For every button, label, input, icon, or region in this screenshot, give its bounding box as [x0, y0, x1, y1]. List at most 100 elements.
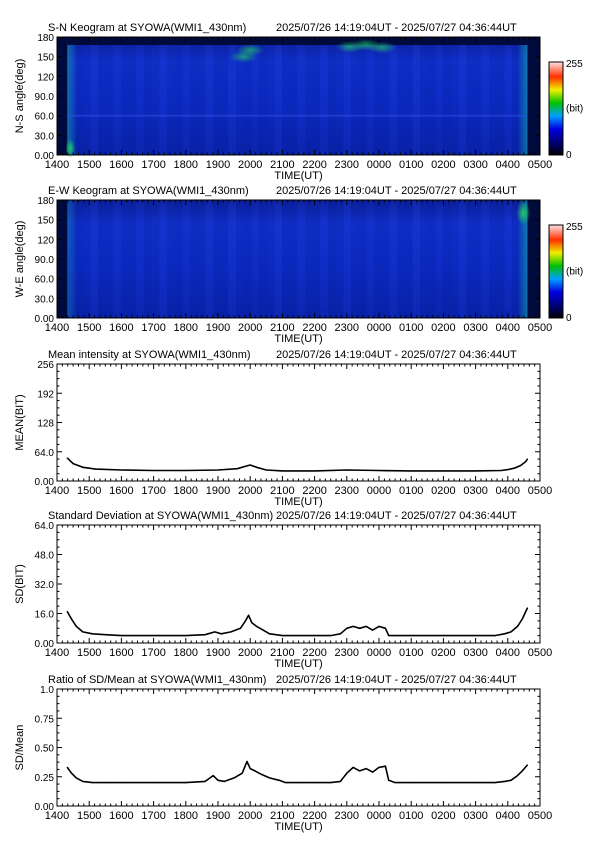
y-tick-label: 30.0 [35, 131, 55, 142]
panel-time-range: 2025/07/26 14:19:04UT - 2025/07/27 04:36… [276, 185, 517, 197]
keogram-texture [205, 37, 214, 155]
keogram-texture [512, 37, 520, 155]
x-tick-label: 0000 [367, 647, 391, 659]
data-point [268, 633, 271, 635]
keogram-texture [82, 200, 91, 318]
y-tick-label: 64.0 [35, 448, 55, 459]
data-point [246, 465, 248, 467]
data-point [297, 782, 300, 784]
x-tick-label: 0200 [431, 810, 455, 822]
x-tick-label: 0500 [528, 647, 552, 659]
colorbar-unit-label: (bit) [566, 267, 583, 278]
y-tick-label: 128 [37, 419, 54, 430]
keogram-texture [251, 37, 260, 155]
x-tick-label: 2200 [302, 647, 326, 659]
plot-frame [56, 688, 541, 807]
keogram-texture [312, 200, 321, 318]
data-point [500, 469, 502, 472]
y-tick-label: 150 [37, 216, 54, 227]
x-axis-label: TIME(UT) [274, 821, 322, 833]
x-tick-label: 0400 [496, 322, 520, 334]
keogram-texture [443, 200, 451, 318]
keogram-texture [105, 200, 114, 318]
keogram-texture [266, 37, 275, 155]
x-tick-label: 1500 [77, 159, 101, 171]
data-point [236, 468, 238, 470]
data-point [510, 779, 512, 781]
data-point [75, 777, 77, 779]
data-point [352, 766, 354, 768]
keogram-texture [228, 37, 237, 155]
y-tick-label: 0.00 [35, 151, 55, 162]
data-point [260, 773, 263, 776]
data-point [330, 782, 332, 784]
keogram-texture [259, 37, 267, 155]
panel-title: S-N Keogram at SYOWA(WMI1_430nm) [48, 22, 246, 34]
data-point [249, 464, 251, 466]
data-point [524, 461, 527, 463]
keogram-texture [305, 200, 313, 318]
x-tick-label: 1500 [77, 647, 101, 659]
data-point [516, 774, 519, 777]
data-point [233, 777, 235, 779]
x-tick-label: 0300 [463, 810, 487, 822]
x-axis-label: TIME(UT) [274, 658, 322, 670]
x-tick-label: 2300 [335, 810, 359, 822]
y-tick-label: 32.0 [35, 580, 55, 591]
data-point [75, 625, 77, 628]
x-tick-label: 1600 [109, 647, 133, 659]
data-point [384, 765, 387, 767]
data-point [475, 782, 477, 784]
x-tick-label: 2200 [302, 322, 326, 334]
y-tick-label: 180 [37, 196, 54, 207]
data-point [104, 782, 106, 784]
keogram-texture [159, 200, 168, 318]
y-tick-label: 120 [37, 72, 54, 83]
x-tick-label: 1600 [109, 485, 133, 497]
data-point [239, 627, 242, 629]
data-point [104, 634, 106, 636]
data-point [120, 782, 122, 784]
x-tick-label: 2200 [302, 159, 326, 171]
keogram-texture [389, 37, 398, 155]
y-tick-label: 150 [37, 53, 54, 64]
data-point [82, 466, 84, 468]
colorbar-scale [548, 61, 564, 156]
data-point [365, 767, 367, 770]
y-tick-label: 0.00 [35, 802, 55, 813]
keogram-texture [90, 200, 98, 318]
colorbar: 255 (bit) 0 [548, 59, 583, 161]
data-point [507, 468, 509, 471]
data-point [223, 780, 226, 783]
y-tick-label: 180 [37, 33, 54, 44]
keogram-texture [496, 37, 505, 155]
keogram-texture [404, 37, 413, 155]
data-point [297, 635, 300, 637]
data-point [352, 625, 354, 628]
x-tick-label: 1600 [109, 159, 133, 171]
keogram-edge-right [517, 37, 528, 155]
data-point [217, 469, 219, 471]
mean-intensity-series-line [66, 457, 529, 472]
data-point [70, 618, 73, 620]
keogram-texture [320, 200, 329, 318]
y-tick-label: 192 [37, 389, 54, 400]
keogram-texture [466, 37, 474, 155]
keogram-texture [289, 37, 298, 155]
x-tick-label: 0400 [496, 647, 520, 659]
keogram-texture [120, 200, 129, 318]
x-tick-label: 0300 [463, 647, 487, 659]
x-tick-label: 1400 [45, 322, 69, 334]
x-tick-label: 1900 [206, 485, 230, 497]
keogram-texture [335, 37, 344, 155]
data-point [66, 611, 68, 613]
x-tick-label: 1700 [141, 159, 165, 171]
y-tick-label: 30.0 [35, 294, 55, 305]
data-point [212, 774, 214, 777]
data-point [394, 635, 396, 637]
keogram-texture [458, 37, 467, 155]
keogram-texture [328, 200, 336, 318]
y-tick-label: 16.0 [35, 610, 55, 621]
keogram-texture [182, 37, 191, 155]
